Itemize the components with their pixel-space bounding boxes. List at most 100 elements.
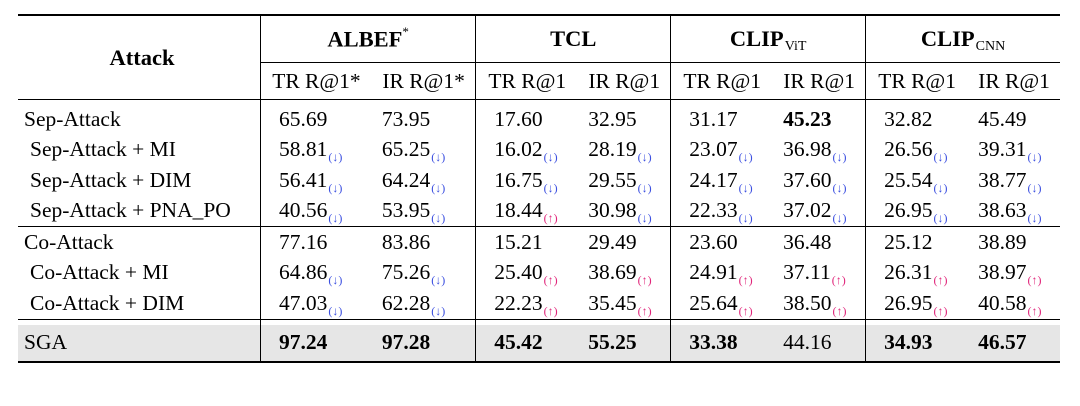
table-cell: 29.49	[578, 226, 671, 258]
table-cell: 25.40(↑)	[475, 257, 579, 288]
decrease-arrow-icon: (↓)	[328, 211, 343, 226]
cell-value: 62.28	[381, 290, 431, 315]
table-cell: 25.12	[865, 226, 969, 258]
table-cell: 97.24	[259, 324, 372, 363]
cell-value: 26.56	[884, 137, 933, 162]
table-row: Sep-Attack + MI 58.81(↓) 65.25(↓) 16.02(↓) 2…	[18, 134, 1060, 165]
cell-value: 45.23	[783, 106, 832, 131]
decrease-arrow-icon: (↓)	[431, 211, 446, 226]
increase-arrow-icon: (↑)	[637, 303, 652, 318]
table-cell: 38.89	[968, 226, 1060, 258]
table-cell: 65.69	[259, 99, 372, 135]
decrease-arrow-icon: (↓)	[637, 150, 652, 165]
increase-arrow-icon: (↑)	[543, 303, 558, 318]
model-header-tcl: TCL	[475, 14, 671, 63]
cell-value: 22.33	[689, 198, 738, 223]
decrease-arrow-icon: (↓)	[328, 180, 343, 195]
cell-value: 28.19	[588, 137, 637, 162]
decrease-arrow-icon: (↓)	[637, 180, 652, 195]
table-cell: 75.26(↓)	[372, 258, 476, 289]
table-cell: 56.41(↓)	[259, 165, 372, 196]
cell-value: 38.63	[978, 198, 1027, 223]
table-cell: 35.45(↑)	[578, 288, 670, 319]
increase-arrow-icon: (↑)	[933, 303, 948, 318]
table-cell: 62.28(↓)	[372, 288, 476, 319]
table-cell: 45.42	[475, 324, 579, 363]
model-subscript: CNN	[975, 39, 1006, 54]
decrease-arrow-icon: (↓)	[832, 180, 847, 195]
cell-value: 38.77	[978, 167, 1027, 192]
model-name: TCL	[550, 26, 597, 51]
table-cell: 38.69(↑)	[578, 258, 670, 289]
table-cell: 24.17(↓)	[670, 165, 774, 196]
decrease-arrow-icon: (↓)	[832, 150, 847, 165]
cell-value: 24.91	[689, 260, 738, 285]
decrease-arrow-icon: (↓)	[738, 180, 753, 195]
cell-value: 25.64	[689, 290, 738, 315]
decrease-arrow-icon: (↓)	[431, 303, 446, 318]
table-cell: 36.48	[773, 226, 866, 258]
table-cell: 26.95(↓)	[865, 195, 969, 227]
cell-value: 26.95	[884, 198, 933, 223]
row-label: Co-Attack	[18, 226, 261, 258]
decrease-arrow-icon: (↓)	[431, 273, 446, 288]
table-cell: 22.23(↑)	[475, 288, 579, 319]
cell-value: 32.82	[884, 106, 933, 131]
table-cell: 32.82	[865, 99, 969, 135]
decrease-arrow-icon: (↓)	[1027, 211, 1042, 226]
cell-value: 44.16	[783, 330, 832, 354]
cell-value: 25.40	[494, 260, 543, 285]
table-row: Co-Attack + MI 64.86(↓) 75.26(↓) 25.40(↑) 38…	[18, 257, 1060, 289]
cell-value: 23.60	[689, 229, 738, 254]
cell-value: 26.31	[884, 260, 933, 285]
decrease-arrow-icon: (↓)	[933, 150, 948, 165]
increase-arrow-icon: (↑)	[637, 273, 652, 288]
increase-arrow-icon: (↑)	[543, 273, 558, 288]
table-cell: 53.95(↓)	[372, 196, 476, 227]
table-cell: 38.77(↓)	[968, 165, 1060, 196]
cell-value: 24.17	[689, 167, 738, 192]
cell-value: 65.69	[279, 106, 328, 131]
table-cell: 47.03(↓)	[259, 288, 372, 319]
cell-value: 46.57	[978, 330, 1027, 354]
table-row: Sep-Attack 65.69 73.95 17.60 32.95 31.17 45.23…	[18, 99, 1060, 135]
cell-value: 39.31	[978, 137, 1027, 162]
table-cell: 25.64(↑)	[670, 288, 774, 319]
table-cell: 73.95	[372, 100, 476, 135]
table-cell: 40.58(↑)	[968, 288, 1060, 319]
table-cell: 64.24(↓)	[372, 165, 476, 196]
table-cell: 26.31(↑)	[865, 257, 969, 288]
cell-value: 25.12	[884, 229, 933, 254]
increase-arrow-icon: (↑)	[1027, 303, 1042, 318]
cell-value: 45.42	[494, 330, 543, 354]
increase-arrow-icon: (↑)	[832, 303, 847, 318]
table-cell: 23.60	[670, 226, 774, 258]
cell-value: 23.07	[689, 137, 738, 162]
model-suffix: *	[402, 23, 409, 39]
table-cell: 46.57	[968, 324, 1060, 363]
row-label: Sep-Attack	[24, 106, 121, 131]
table-cell: 44.16	[773, 324, 866, 363]
cell-value: 34.93	[884, 330, 933, 354]
metric-header: IR R@1*	[371, 62, 476, 100]
cell-value: 37.02	[783, 198, 832, 223]
metric-header: TR R@1	[475, 62, 579, 100]
decrease-arrow-icon: (↓)	[933, 211, 948, 226]
cell-value: 38.50	[783, 290, 832, 315]
decrease-arrow-icon: (↓)	[1027, 180, 1042, 195]
table-row-highlight: SGA 97.24 97.28 45.42 55.25 33.38 44.16 34.93 46…	[18, 324, 1060, 363]
table-cell: 34.93	[865, 324, 969, 363]
cell-value: 47.03	[279, 290, 328, 315]
decrease-arrow-icon: (↓)	[543, 180, 558, 195]
table-cell: 77.16	[259, 226, 372, 258]
table-cell: 38.97(↑)	[968, 258, 1060, 289]
cell-value: 15.21	[494, 229, 543, 254]
row-label: Co-Attack + DIM	[30, 290, 185, 315]
decrease-arrow-icon: (↓)	[738, 211, 753, 226]
table-cell: 38.50(↑)	[773, 288, 865, 319]
increase-arrow-icon: (↑)	[1027, 273, 1042, 288]
model-header-clip-vit: CLIPViT	[670, 14, 866, 63]
cell-value: 64.24	[381, 167, 431, 192]
row-label: SGA	[18, 324, 261, 363]
decrease-arrow-icon: (↓)	[431, 180, 446, 195]
